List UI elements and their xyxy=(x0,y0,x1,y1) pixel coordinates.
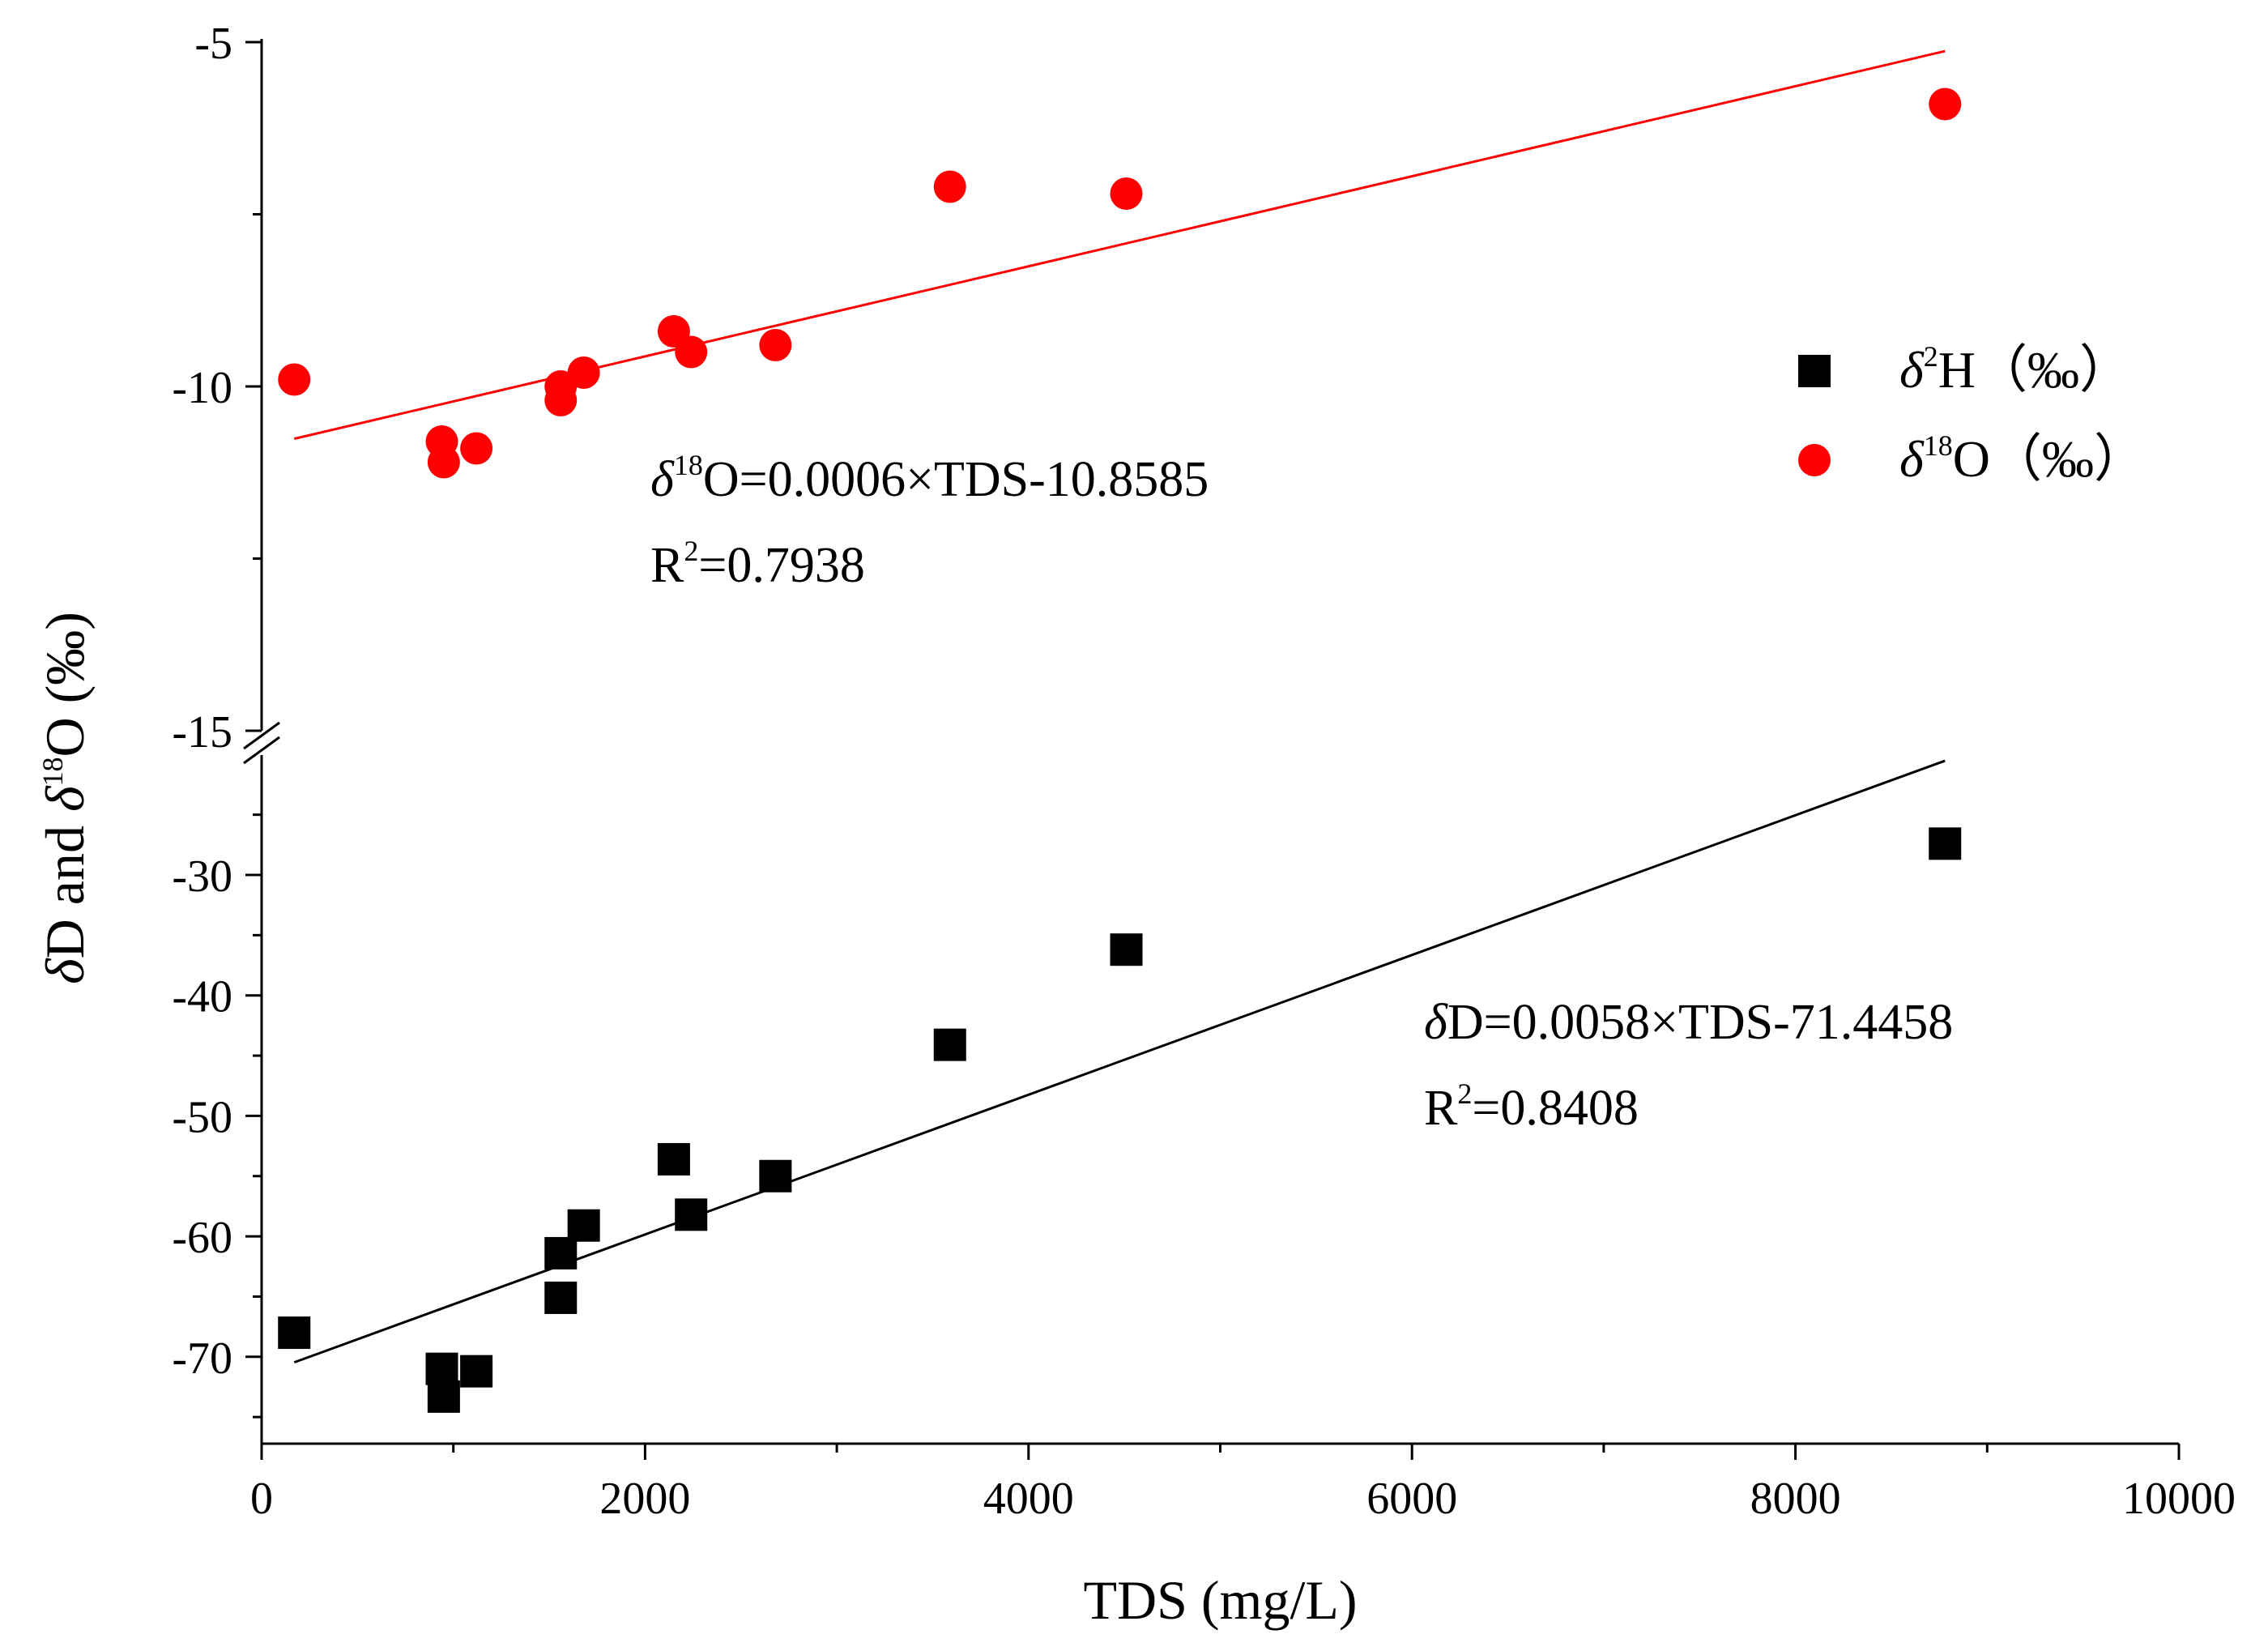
data-point-square xyxy=(460,1355,493,1388)
data-point-circle xyxy=(460,432,493,465)
y-tick-label: -5 xyxy=(194,19,232,69)
data-point-square xyxy=(278,1316,311,1350)
data-point-square xyxy=(933,1028,966,1061)
y-tick-label: -40 xyxy=(172,972,232,1022)
y-tick-label: -50 xyxy=(172,1092,232,1142)
data-point-circle xyxy=(278,363,311,396)
axes: 0 2000 4000 6000 8000 10000 -5 -10 -15 -30 -40 -50 -… xyxy=(34,19,2236,1631)
y-tick-label: -30 xyxy=(172,851,232,902)
x-tick-label: 4000 xyxy=(983,1474,1074,1524)
legend-label: δ2H（‰） xyxy=(1899,340,2131,399)
x-tick-label: 0 xyxy=(250,1474,273,1524)
data-point-circle xyxy=(427,446,460,479)
x-tick-label: 6000 xyxy=(1366,1474,1457,1524)
legend: δ2H（‰） δ18O（‰） xyxy=(1798,340,2146,488)
data-point-square xyxy=(675,1198,708,1231)
x-axis-title: TDS (mg/L) xyxy=(1083,1569,1357,1631)
x-tick-label: 10000 xyxy=(2122,1474,2236,1524)
data-point-square xyxy=(544,1281,578,1314)
axis-break-mark xyxy=(243,736,280,765)
data-point-circle xyxy=(759,329,792,361)
y-axis-title: δD and δ18O (‰) xyxy=(34,612,96,984)
legend-marker-square xyxy=(1798,355,1831,387)
data-point-circle xyxy=(933,170,966,203)
y-tick-label: -10 xyxy=(172,363,232,413)
data-point-circle xyxy=(1929,87,1962,121)
data-points xyxy=(278,87,1962,1413)
fit-line-upper xyxy=(293,49,1946,441)
y-tick-label: -70 xyxy=(172,1333,232,1384)
fit-r-squared: R2=0.7938 xyxy=(650,535,865,593)
fit-r-squared: R2=0.8408 xyxy=(1424,1077,1639,1136)
data-point-square xyxy=(427,1380,460,1413)
data-point-square xyxy=(1929,827,1962,860)
data-point-circle xyxy=(1110,177,1143,210)
fit-equation: δD=0.0058×TDS-71.4458 xyxy=(1424,995,1953,1050)
fit-equation: δ18O=0.0006×TDS-10.8585 xyxy=(650,449,1209,507)
legend-label: δ18O（‰） xyxy=(1899,429,2146,488)
x-tick-label: 2000 xyxy=(599,1474,690,1524)
x-tick-label: 8000 xyxy=(1750,1474,1841,1524)
annotations: δ18O=0.0006×TDS-10.8585 R2=0.7938 δD=0.005… xyxy=(650,340,2146,1136)
data-point-circle xyxy=(675,335,708,369)
fit-line-lower xyxy=(293,759,1946,1364)
legend-marker-circle xyxy=(1798,444,1831,476)
data-point-square xyxy=(544,1236,578,1269)
data-point-square xyxy=(1110,933,1143,966)
y-tick-label: -15 xyxy=(172,707,232,757)
data-point-square xyxy=(657,1142,690,1176)
fit-lines xyxy=(293,49,1946,1364)
data-point-square xyxy=(425,1352,458,1385)
axis-break-mark xyxy=(243,721,280,750)
data-point-square xyxy=(567,1209,600,1242)
data-point-circle xyxy=(567,356,600,389)
data-point-square xyxy=(759,1159,792,1193)
y-tick-label: -60 xyxy=(172,1213,232,1263)
